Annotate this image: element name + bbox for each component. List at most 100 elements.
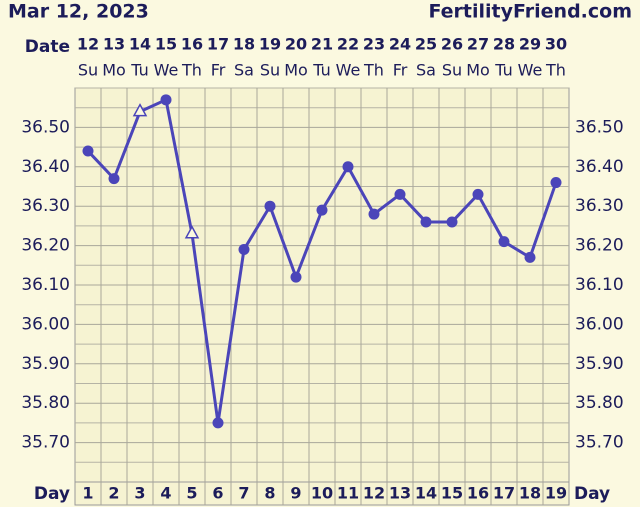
x-tick-label: 4	[160, 484, 171, 503]
weekday-label: Mo	[102, 61, 126, 80]
x-tick-label: 12	[363, 484, 385, 503]
site-name: FertilityFriend.com	[428, 1, 632, 23]
point	[264, 200, 276, 212]
x-tick-label: 17	[493, 484, 515, 503]
weekday-label: Tu	[312, 61, 330, 80]
weekday-label: Fr	[393, 61, 408, 80]
date-label: 17	[207, 35, 229, 54]
weekday-label: Th	[363, 61, 384, 80]
weekday-label: Su	[78, 61, 98, 80]
date-label: 16	[181, 35, 203, 54]
point	[108, 173, 120, 185]
point	[394, 188, 406, 200]
y-tick-label: 35.70	[575, 433, 624, 453]
y-tick-label: 35.70	[21, 433, 70, 453]
x-tick-label: 10	[311, 484, 333, 503]
weekday-label: We	[336, 61, 361, 80]
x-tick-label: 11	[337, 484, 359, 503]
point	[212, 417, 224, 429]
weekday-label: Sa	[234, 61, 254, 80]
x-tick-label: 13	[389, 484, 411, 503]
date-label: 30	[545, 35, 567, 54]
open-point	[184, 225, 200, 239]
weekday-label: Su	[442, 61, 462, 80]
weekday-label: Th	[545, 61, 566, 80]
y-tick-label: 36.50	[21, 117, 70, 137]
x-tick-label: 19	[545, 484, 567, 503]
point	[368, 208, 380, 220]
x-tick-label: 15	[441, 484, 463, 503]
weekday-label: We	[518, 61, 543, 80]
date-label: 26	[441, 35, 463, 54]
date-label: 27	[467, 35, 489, 54]
weekday-label: Fr	[211, 61, 226, 80]
point	[524, 251, 536, 263]
open-point	[132, 103, 148, 117]
date-label: 20	[285, 35, 307, 54]
x-tick-label: 1	[82, 484, 93, 503]
date-label: 18	[233, 35, 255, 54]
x-tick-label: 14	[415, 484, 437, 503]
y-tick-label: 36.50	[575, 117, 624, 137]
date-label: 28	[493, 35, 515, 54]
chart-title: Mar 12, 2023	[8, 1, 149, 23]
date-label: 29	[519, 35, 541, 54]
point	[498, 236, 510, 248]
y-tick-label: 36.10	[21, 275, 70, 295]
y-tick-label: 36.40	[575, 157, 624, 177]
point	[420, 216, 432, 228]
date-label: 12	[77, 35, 99, 54]
weekday-label: Su	[260, 61, 280, 80]
weekday-label: Th	[181, 61, 202, 80]
y-tick-label: 36.20	[21, 236, 70, 256]
x-tick-label: 9	[290, 484, 301, 503]
date-label: 22	[337, 35, 359, 54]
y-tick-label: 36.10	[575, 275, 624, 295]
y-tick-label: 36.30	[575, 196, 624, 216]
y-tick-label: 35.90	[21, 354, 70, 374]
weekday-label: Tu	[494, 61, 512, 80]
y-tick-label: 36.00	[575, 314, 624, 334]
day-label: Day	[34, 484, 70, 504]
x-tick-label: 8	[264, 484, 275, 503]
date-label: 15	[155, 35, 177, 54]
weekday-label: Tu	[130, 61, 148, 80]
date-label: 19	[259, 35, 281, 54]
x-tick-label: 2	[108, 484, 119, 503]
date-label: 25	[415, 35, 437, 54]
point	[82, 145, 94, 157]
date-label: 21	[311, 35, 333, 54]
plot-area	[74, 87, 570, 506]
date-label: 13	[103, 35, 125, 54]
weekday-label: Mo	[466, 61, 490, 80]
weekday-label: We	[154, 61, 179, 80]
date-label: 23	[363, 35, 385, 54]
x-tick-label: 16	[467, 484, 489, 503]
x-tick-label: 5	[186, 484, 197, 503]
x-tick-label: 6	[212, 484, 223, 503]
point	[550, 177, 562, 189]
x-tick-label: 18	[519, 484, 541, 503]
day-label: Day	[574, 484, 610, 504]
weekday-label: Sa	[416, 61, 436, 80]
date-label: 14	[129, 35, 151, 54]
point	[238, 244, 250, 256]
date-label: Date	[25, 37, 70, 57]
weekday-label: Mo	[284, 61, 308, 80]
point	[472, 188, 484, 200]
y-tick-label: 36.20	[575, 236, 624, 256]
y-tick-label: 36.40	[21, 157, 70, 177]
x-tick-label: 3	[134, 484, 145, 503]
y-tick-label: 36.00	[21, 314, 70, 334]
point	[316, 204, 328, 216]
point	[446, 216, 458, 228]
y-tick-label: 35.90	[575, 354, 624, 374]
y-tick-label: 35.80	[21, 393, 70, 413]
y-tick-label: 36.30	[21, 196, 70, 216]
y-tick-label: 35.80	[575, 393, 624, 413]
point	[160, 94, 172, 106]
x-tick-label: 7	[238, 484, 249, 503]
point	[342, 161, 354, 173]
point	[290, 271, 302, 283]
